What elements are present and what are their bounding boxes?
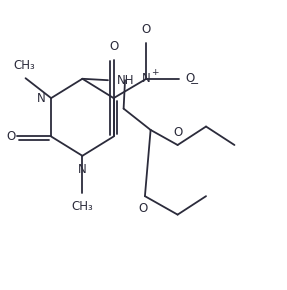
- Text: O: O: [139, 202, 148, 215]
- Text: N: N: [142, 72, 151, 85]
- Text: N: N: [78, 163, 87, 176]
- Text: O: O: [6, 130, 15, 143]
- Text: +: +: [151, 68, 159, 77]
- Text: CH₃: CH₃: [71, 200, 93, 213]
- Text: N: N: [37, 92, 45, 105]
- Text: −: −: [190, 79, 199, 89]
- Text: CH₃: CH₃: [13, 59, 35, 72]
- Text: NH: NH: [117, 74, 134, 87]
- Text: O: O: [142, 23, 151, 37]
- Text: O: O: [173, 126, 182, 139]
- Text: O: O: [109, 40, 118, 52]
- Text: O: O: [185, 72, 195, 85]
